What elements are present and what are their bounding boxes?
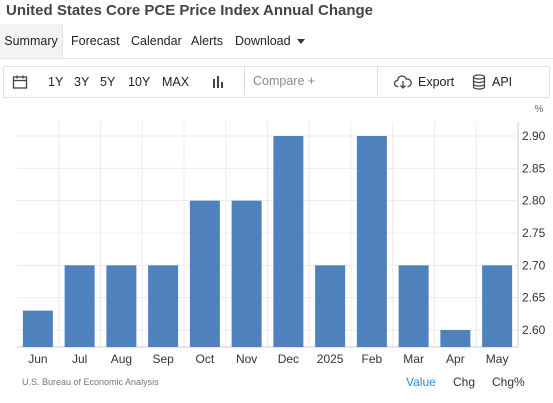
value-view-link[interactable]: Value (406, 375, 436, 389)
y-tick-label: 2.65 (522, 291, 546, 305)
bar-dec (273, 136, 304, 347)
x-tick-label: May (486, 352, 509, 366)
bar-aug (106, 265, 137, 347)
y-axis-unit: % (535, 104, 544, 115)
y-tick-label: 2.60 (522, 323, 546, 337)
y-tick-label: 2.75 (522, 226, 546, 240)
cloud-download-icon[interactable] (393, 67, 413, 97)
y-tick-label: 2.85 (522, 161, 546, 175)
x-tick-label: Aug (111, 352, 132, 366)
x-tick-label: Oct (196, 352, 215, 366)
bar-chart-icon[interactable] (209, 67, 227, 97)
x-tick-label: Sep (152, 352, 174, 366)
tab-download-label: Download (235, 34, 291, 48)
tab-forecast[interactable]: Forecast (71, 34, 120, 48)
bar-chart: % 2.60 2.65 2.70 2.75 2.80 2.85 2.90 Jun Jul Aug Se… (17, 104, 546, 366)
chg-view-link[interactable]: Chg (453, 375, 476, 389)
database-icon[interactable] (470, 67, 488, 97)
tab-bar: Summary Forecast Calendar Alerts Downloa… (0, 24, 553, 59)
compare-input[interactable] (245, 67, 373, 95)
api-button[interactable]: API (492, 75, 513, 89)
x-tick-label: Feb (362, 352, 383, 366)
bar-jun (22, 310, 53, 347)
bar-feb (356, 136, 387, 347)
range-5y-button[interactable]: 5Y (100, 75, 116, 89)
bar-2025 (315, 265, 346, 347)
x-tick-label: Jul (72, 352, 87, 366)
chevron-down-icon (296, 39, 305, 45)
page-title: United States Core PCE Price Index Annua… (6, 2, 374, 19)
y-tick-label: 2.90 (522, 129, 546, 143)
bar-jul (64, 265, 95, 347)
range-3y-button[interactable]: 3Y (74, 75, 90, 89)
bar-may (482, 265, 513, 347)
chart-toolbar: 1Y 3Y 5Y 10Y MAX Export API (3, 66, 550, 98)
x-tick-label: Jun (28, 352, 47, 366)
chgpct-view-link[interactable]: Chg% (492, 375, 525, 389)
range-max-button[interactable]: MAX (162, 75, 190, 89)
tab-calendar[interactable]: Calendar (131, 34, 182, 48)
bar-nov (231, 200, 262, 347)
tab-alerts[interactable]: Alerts (191, 34, 223, 48)
bar-mar (398, 265, 429, 347)
x-tick-label: Mar (403, 352, 424, 366)
export-button[interactable]: Export (418, 75, 455, 89)
x-tick-label: Nov (236, 352, 257, 366)
bar-apr (440, 330, 471, 347)
y-tick-label: 2.80 (522, 194, 546, 208)
bar-oct (189, 200, 220, 347)
compare-box (244, 67, 378, 95)
source-label: U.S. Bureau of Economic Analysis (22, 377, 159, 387)
x-tick-label: Dec (278, 352, 299, 366)
calendar-icon[interactable] (9, 67, 31, 97)
y-tick-label: 2.70 (522, 258, 546, 272)
tab-summary[interactable]: Summary (0, 24, 63, 58)
x-tick-label: Apr (446, 352, 465, 366)
bar-sep (148, 265, 179, 347)
range-1y-button[interactable]: 1Y (48, 75, 64, 89)
x-tick-label: 2025 (317, 352, 344, 366)
tab-download[interactable]: Download (235, 24, 305, 58)
range-10y-button[interactable]: 10Y (128, 75, 151, 89)
